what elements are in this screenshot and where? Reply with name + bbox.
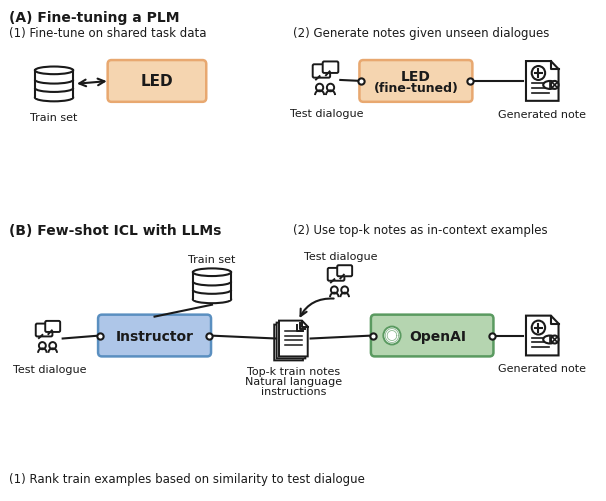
Polygon shape <box>526 316 559 356</box>
Text: Train set: Train set <box>30 113 78 123</box>
Circle shape <box>341 287 348 294</box>
Text: (fine-tuned): (fine-tuned) <box>373 82 458 95</box>
Polygon shape <box>275 325 303 361</box>
FancyBboxPatch shape <box>328 269 344 281</box>
FancyBboxPatch shape <box>45 321 60 332</box>
Text: Train set: Train set <box>188 255 236 265</box>
FancyBboxPatch shape <box>323 62 338 74</box>
Text: (A) Fine-tuning a PLM: (A) Fine-tuning a PLM <box>9 12 179 25</box>
Text: Natural language: Natural language <box>245 377 342 387</box>
Text: Generated note: Generated note <box>498 110 586 120</box>
FancyBboxPatch shape <box>359 61 473 103</box>
Text: Test dialogue: Test dialogue <box>13 365 86 375</box>
Text: LED: LED <box>401 70 431 84</box>
Text: Top-k train notes: Top-k train notes <box>247 367 340 377</box>
Polygon shape <box>276 323 305 359</box>
FancyBboxPatch shape <box>36 324 52 337</box>
Circle shape <box>531 321 545 335</box>
Circle shape <box>327 85 334 92</box>
FancyBboxPatch shape <box>35 72 73 99</box>
Ellipse shape <box>543 82 557 90</box>
Ellipse shape <box>193 269 231 277</box>
Circle shape <box>331 287 338 294</box>
FancyBboxPatch shape <box>108 61 206 103</box>
FancyBboxPatch shape <box>313 65 330 79</box>
Circle shape <box>531 67 545 81</box>
Text: Generated note: Generated note <box>498 364 586 374</box>
Ellipse shape <box>543 336 557 344</box>
Circle shape <box>39 342 46 350</box>
Text: Instructor: Instructor <box>116 329 193 343</box>
FancyBboxPatch shape <box>371 315 493 357</box>
Circle shape <box>551 82 559 90</box>
FancyBboxPatch shape <box>337 266 352 277</box>
Text: LED: LED <box>141 74 173 89</box>
Text: (2) Generate notes given unseen dialogues: (2) Generate notes given unseen dialogue… <box>293 27 550 40</box>
Text: OpenAI: OpenAI <box>410 329 467 343</box>
Ellipse shape <box>193 296 231 304</box>
Text: Test dialogue: Test dialogue <box>290 109 364 119</box>
Text: (B) Few-shot ICL with LLMs: (B) Few-shot ICL with LLMs <box>9 224 221 237</box>
Text: Test dialogue: Test dialogue <box>304 252 378 262</box>
Ellipse shape <box>35 95 73 102</box>
Text: instructions: instructions <box>261 386 326 396</box>
FancyBboxPatch shape <box>193 273 231 300</box>
Circle shape <box>384 327 401 345</box>
Text: (1) Rank train examples based on similarity to test dialogue: (1) Rank train examples based on similar… <box>9 472 365 485</box>
Text: (2) Use top-k notes as in-context examples: (2) Use top-k notes as in-context exampl… <box>293 224 548 236</box>
Circle shape <box>316 85 323 92</box>
Text: (1) Fine-tune on shared task data: (1) Fine-tune on shared task data <box>9 27 207 40</box>
Circle shape <box>49 342 56 350</box>
Circle shape <box>551 336 559 344</box>
Polygon shape <box>526 62 559 102</box>
Polygon shape <box>279 321 308 357</box>
FancyBboxPatch shape <box>98 315 211 357</box>
Ellipse shape <box>35 68 73 75</box>
